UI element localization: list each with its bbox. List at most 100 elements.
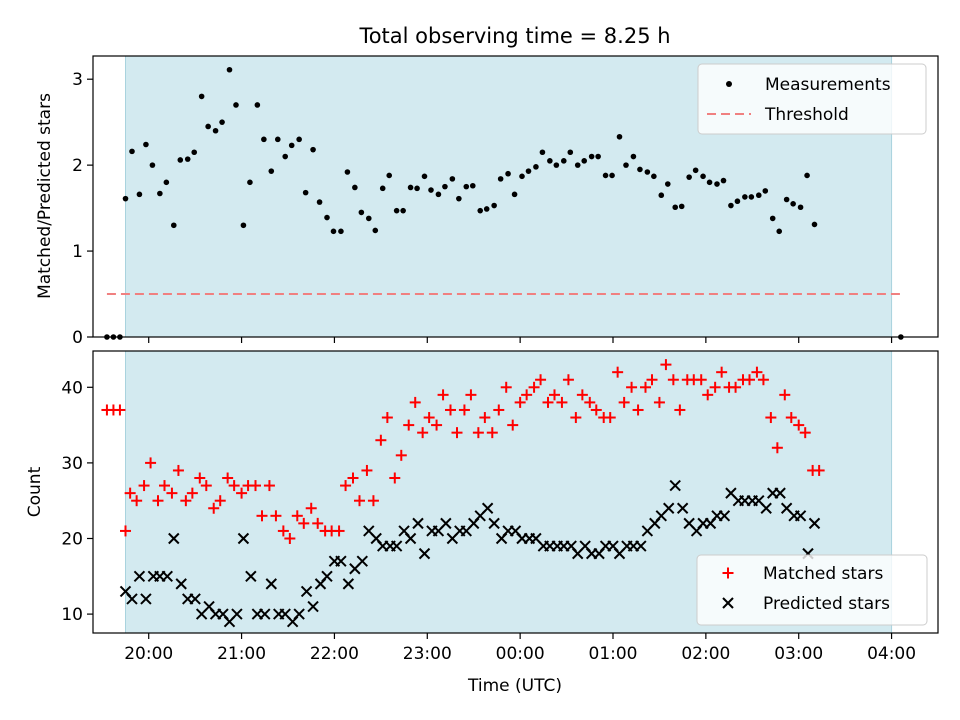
x-tick-label: 20:00 <box>124 644 173 664</box>
matched-star-point <box>472 427 484 439</box>
predicted-star-point <box>231 608 243 620</box>
matched-star-point <box>640 381 651 393</box>
legend-matched-stars: Matched stars <box>763 564 883 584</box>
matched-star-point <box>277 525 289 537</box>
measurement-point <box>226 66 233 73</box>
measurement-point <box>525 168 532 174</box>
matched-star-point <box>431 419 443 431</box>
measurement-point <box>567 149 574 156</box>
bottom-y-axis-label: Count <box>25 466 45 517</box>
matched-star-point <box>172 464 184 476</box>
measurement-point <box>316 199 323 205</box>
matched-star-point <box>765 412 777 424</box>
measurement-point <box>581 158 588 164</box>
predicted-star-point <box>774 487 786 499</box>
measurement-point <box>282 153 289 160</box>
predicted-star-point <box>189 593 201 605</box>
matched-star-point <box>120 525 131 537</box>
predicted-star-point <box>293 608 305 620</box>
measurement-point <box>288 142 295 149</box>
measurement-point <box>157 190 163 197</box>
matched-star-point <box>785 412 797 424</box>
measurement-point <box>324 214 330 221</box>
top-panel: 0 1 2 3 Matched/Predicted stars Measurement… <box>35 55 939 348</box>
matched-star-point <box>479 412 491 424</box>
measurement-point <box>769 215 776 222</box>
measurement-point <box>664 181 671 187</box>
matched-star-point <box>291 510 303 522</box>
measurement-point <box>790 201 796 207</box>
matched-star-point <box>340 480 352 492</box>
matched-star-point <box>250 480 261 492</box>
measurement-point <box>449 176 456 182</box>
measurement-point <box>533 164 539 170</box>
matched-star-point <box>646 374 658 386</box>
measurement-point <box>755 192 762 199</box>
matched-star-point <box>604 412 616 424</box>
measurement-point <box>254 102 261 108</box>
x-axis-label: Time (UTC) <box>467 676 562 696</box>
x-tick-label: 02:00 <box>681 644 730 664</box>
measurement-point <box>143 141 149 148</box>
matched-star-point <box>152 495 164 507</box>
matched-star-point <box>145 457 157 469</box>
matched-star-point <box>159 480 170 492</box>
measurement-point <box>463 183 470 190</box>
measurement-point <box>122 195 129 202</box>
measurement-point <box>553 162 560 168</box>
matched-star-point <box>298 517 310 529</box>
measurement-point <box>296 136 302 143</box>
predicted-star-point <box>669 479 681 492</box>
matched-star-point <box>222 472 234 484</box>
bottom-axes-frame <box>92 350 939 634</box>
x-tick-label: 03:00 <box>774 644 823 664</box>
matched-star-point <box>660 359 672 371</box>
matched-star-point <box>576 389 588 401</box>
legend-predicted-stars: Predicted stars <box>763 594 890 614</box>
measurement-point <box>407 184 414 191</box>
top-legend: Measurements Threshold <box>697 63 927 135</box>
matched-star-point <box>437 389 449 401</box>
matched-star-point <box>779 389 791 401</box>
measurement-point <box>658 192 665 199</box>
measurement-point <box>588 153 595 160</box>
y-tick-label: 10 <box>61 605 83 625</box>
measurement-point <box>352 184 358 191</box>
measurement-point <box>511 191 518 198</box>
matched-star-point <box>486 427 498 439</box>
matched-star-point <box>813 464 825 476</box>
measurement-point <box>477 207 484 214</box>
matched-star-point <box>744 374 755 386</box>
predicted-star-point <box>161 570 173 583</box>
matched-star-point <box>395 449 407 461</box>
measurement-point <box>414 185 420 192</box>
predicted-legend-glyph <box>722 597 734 609</box>
measurement-point <box>519 173 525 180</box>
measurement-point <box>651 173 657 180</box>
measurement-point <box>344 169 351 175</box>
matched-star-point <box>200 480 212 492</box>
predicted-star-point <box>259 608 271 620</box>
matched-star-point <box>716 366 728 378</box>
measurement-point <box>428 187 434 193</box>
predicted-star-point <box>335 555 347 567</box>
measurement-point <box>136 191 143 198</box>
predicted-star-point <box>488 517 500 530</box>
matched-star-point <box>549 389 560 401</box>
predicted-star-point <box>342 578 355 590</box>
y-tick-label: 3 <box>72 70 83 90</box>
measurement-point <box>505 170 511 177</box>
matched-star-point <box>256 510 268 522</box>
measurement-point <box>268 168 275 174</box>
matched-star-point <box>458 404 470 416</box>
matched-star-point <box>626 381 638 393</box>
y-tick-label: 2 <box>72 156 83 176</box>
predicted-star-point <box>404 532 417 545</box>
matched-star-point <box>653 396 665 408</box>
matched-star-point <box>361 464 373 476</box>
predicted-star-point <box>175 578 187 590</box>
matched-star-point <box>535 374 547 386</box>
measurement-point <box>609 172 615 179</box>
measurement-point <box>720 177 727 184</box>
y-tick-label: 1 <box>72 242 83 262</box>
